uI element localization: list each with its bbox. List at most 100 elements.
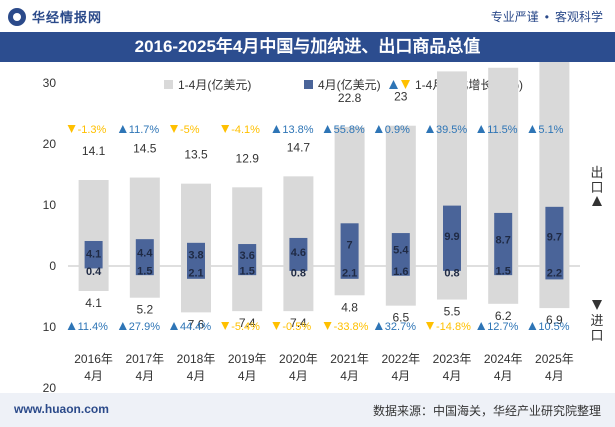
separator-dot: • — [544, 9, 549, 24]
import-month-label: 0.8 — [291, 267, 306, 279]
export-up-arrow-icon — [592, 196, 602, 206]
export-month-bar — [289, 237, 308, 266]
export-growth-label: 11.5% — [487, 124, 518, 136]
x-tick-label-year: 2021年 — [330, 352, 369, 366]
import-month-label: 1.5 — [137, 266, 152, 278]
export-growth-label: -5% — [180, 124, 200, 136]
legend-swatch-2 — [304, 80, 313, 89]
import-cumulative-label: 4.1 — [85, 296, 102, 310]
export-growth-up-icon — [426, 125, 434, 133]
import-cumulative-label: 7.4 — [290, 316, 307, 330]
import-cumulative-label: 5.2 — [136, 303, 153, 317]
import-side-label-2: 口 — [590, 328, 603, 343]
y-tick-label: 20 — [43, 137, 57, 151]
import-growth-label: -0.5% — [282, 321, 311, 333]
import-growth-label: -14.8% — [436, 321, 471, 333]
import-month-bar — [443, 266, 461, 271]
export-month-bar — [340, 223, 359, 266]
export-growth-label: 5.1% — [538, 124, 563, 136]
top-bar: 华经情报网 专业严谨 • 客观科学 — [0, 0, 615, 32]
export-cumulative-label: 22.8 — [338, 91, 362, 105]
tag-objective: 客观科学 — [554, 10, 603, 24]
export-side-label-2: 口 — [590, 180, 603, 195]
export-month-bar — [545, 206, 564, 266]
export-growth-up-icon — [477, 125, 486, 133]
export-cumulative-label: 14.7 — [287, 140, 311, 154]
tag-professional: 专业严谨 — [490, 10, 539, 24]
export-growth-label: -4.1% — [231, 124, 260, 136]
import-month-bar — [340, 266, 359, 279]
import-growth-down-icon — [323, 322, 332, 330]
import-growth-down-icon — [426, 322, 434, 330]
x-tick-label-year: 2025年 — [535, 352, 574, 366]
y-tick-label: 10 — [43, 320, 57, 334]
export-month-label: 9.7 — [547, 231, 562, 243]
import-growth-up-icon — [118, 322, 127, 330]
import-month-label: 1.5 — [240, 266, 255, 278]
import-month-label: 0.4 — [86, 266, 102, 278]
import-cumulative-label: 7.6 — [188, 317, 205, 331]
export-month-bar — [84, 240, 103, 266]
x-tick-label-year: 2019年 — [228, 352, 267, 366]
brand-logo-icon — [8, 7, 26, 26]
export-growth-down-icon — [170, 125, 178, 133]
export-growth-up-icon — [528, 125, 537, 133]
export-month-bar — [238, 244, 257, 266]
export-growth-label: 13.8% — [282, 124, 313, 136]
import-month-label: 1.5 — [496, 266, 511, 278]
export-growth-label: -1.3% — [78, 124, 107, 136]
import-growth-down-icon — [221, 322, 230, 330]
export-month-label: 5.4 — [393, 245, 409, 257]
import-month-label: 2.2 — [547, 268, 562, 280]
import-cumulative-label: 7.4 — [239, 316, 256, 330]
import-cumulative-label: 5.5 — [444, 305, 461, 319]
y-tick-label: 10 — [43, 198, 57, 212]
y-tick-label: 20 — [43, 381, 57, 393]
legend-up-arrow-icon — [389, 80, 398, 89]
x-tick-label-month: 4月 — [84, 369, 103, 383]
import-growth-label: 32.7% — [385, 321, 416, 333]
import-month-bar — [391, 266, 410, 276]
export-growth-up-icon — [118, 125, 127, 133]
export-growth-up-icon — [323, 125, 332, 133]
import-growth-up-icon — [374, 322, 383, 330]
import-growth-label: 11.4% — [78, 321, 109, 333]
import-growth-down-icon — [272, 322, 281, 330]
x-tick-label-year: 2024年 — [484, 352, 523, 366]
export-month-label: 3.8 — [188, 249, 203, 261]
import-month-bar — [494, 266, 513, 276]
export-growth-label: 11.7% — [129, 124, 160, 136]
import-growth-up-icon — [528, 322, 537, 330]
import-cumulative-bar — [283, 266, 314, 312]
legend-label-2: 4月(亿美元) — [318, 77, 381, 92]
footer-source: 数据来源：中国海关，华经产业研究院整理 — [372, 404, 601, 418]
export-growth-down-icon — [221, 125, 230, 133]
chart-title: 2016-2025年4月中国与加纳进、出口商品总值 — [0, 32, 615, 62]
export-growth-label: 39.5% — [436, 124, 467, 136]
export-cumulative-label: 14.5 — [133, 142, 157, 156]
import-cumulative-label: 6.2 — [495, 309, 512, 323]
import-growth-up-icon — [67, 322, 76, 330]
x-tick-label-month: 4月 — [135, 369, 154, 383]
export-month-label: 7 — [347, 240, 353, 252]
footer-url: www.huaon.com — [14, 402, 109, 416]
export-month-label: 4.1 — [86, 248, 101, 260]
export-month-label: 4.4 — [137, 248, 153, 260]
x-tick-label-month: 4月 — [289, 369, 308, 383]
x-tick-label-month: 4月 — [494, 369, 513, 383]
x-tick-label-year: 2016年 — [74, 352, 113, 366]
import-month-label: 0.8 — [444, 267, 459, 279]
export-side-label-1: 出 — [590, 165, 603, 180]
import-side-label-1: 进 — [590, 313, 603, 328]
import-month-bar — [135, 266, 154, 276]
import-growth-label: -5.4% — [231, 321, 260, 333]
import-growth-label: 10.5% — [538, 321, 569, 333]
footer: www.huaon.com 数据来源：中国海关，华经产业研究院整理 — [0, 393, 615, 427]
x-tick-label-year: 2022年 — [381, 352, 420, 366]
export-cumulative-label: 14.1 — [82, 144, 106, 158]
x-tick-label-year: 2018年 — [177, 352, 216, 366]
import-cumulative-label: 6.9 — [546, 313, 563, 327]
x-tick-label-month: 4月 — [545, 369, 564, 383]
import-growth-up-icon — [170, 322, 178, 330]
import-growth-label: 44.4% — [180, 321, 211, 333]
